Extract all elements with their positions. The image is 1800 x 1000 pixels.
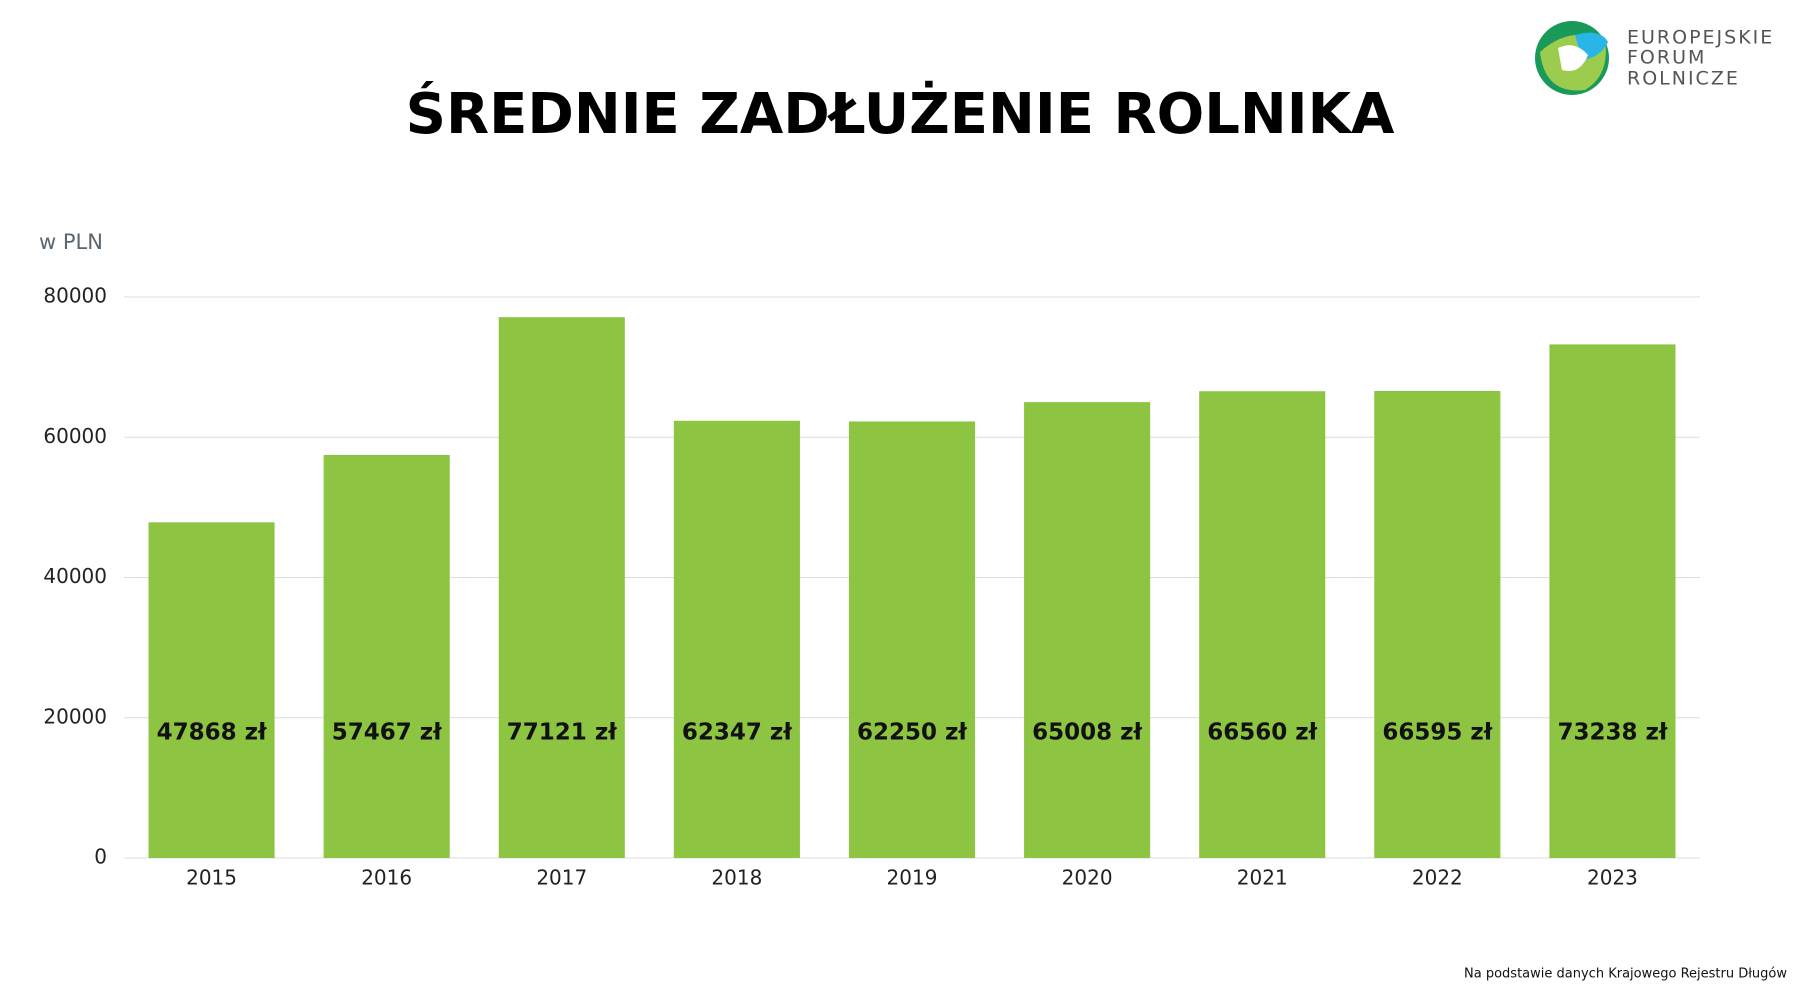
logo-text: FORUM	[1627, 47, 1706, 69]
value-label: 62347 zł	[682, 720, 792, 746]
logo: EUROPEJSKIE FORUM ROLNICZE	[1535, 21, 1774, 95]
value-label: 77121 zł	[507, 720, 617, 746]
x-tick-label: 2023	[1587, 866, 1638, 890]
value-label: 47868 zł	[157, 720, 267, 746]
bar	[673, 420, 800, 858]
value-label: 66595 zł	[1382, 720, 1492, 746]
bar	[1374, 391, 1501, 858]
y-tick-label: 20000	[43, 704, 107, 728]
y-tick-label: 80000	[43, 284, 107, 308]
x-tick-label: 2020	[1062, 866, 1113, 890]
logo-leaf	[1558, 45, 1588, 71]
x-tick-label: 2019	[887, 866, 938, 890]
y-axis-label: w PLN	[39, 230, 103, 254]
x-tick-label: 2017	[536, 866, 587, 890]
bar	[848, 421, 976, 858]
x-tick-label: 2022	[1412, 866, 1463, 890]
bar	[323, 455, 450, 858]
logo-text: ROLNICZE	[1627, 68, 1740, 90]
logo-text: EUROPEJSKIE	[1627, 27, 1774, 49]
bar	[1024, 402, 1151, 858]
source-note: Na podstawie danych Krajowego Rejestru D…	[1464, 967, 1787, 982]
y-tick-label: 40000	[43, 564, 107, 588]
y-tick-label: 60000	[43, 424, 107, 448]
value-label: 57467 zł	[332, 720, 442, 746]
bar	[498, 317, 625, 859]
value-label: 66560 zł	[1207, 720, 1317, 746]
bar	[1549, 344, 1676, 858]
value-label: 62250 zł	[857, 720, 967, 746]
x-tick-label: 2018	[711, 866, 762, 890]
x-tick-label: 2015	[186, 866, 237, 890]
bar	[1199, 391, 1326, 858]
chart-title: ŚREDNIE ZADŁUŻENIE ROLNIKA	[406, 82, 1395, 147]
value-label: 65008 zł	[1032, 720, 1142, 746]
x-tick-label: 2016	[361, 866, 412, 890]
x-tick-label: 2021	[1237, 866, 1288, 890]
bar	[148, 522, 275, 858]
value-label: 73238 zł	[1557, 720, 1667, 746]
y-tick-label: 0	[94, 845, 107, 869]
